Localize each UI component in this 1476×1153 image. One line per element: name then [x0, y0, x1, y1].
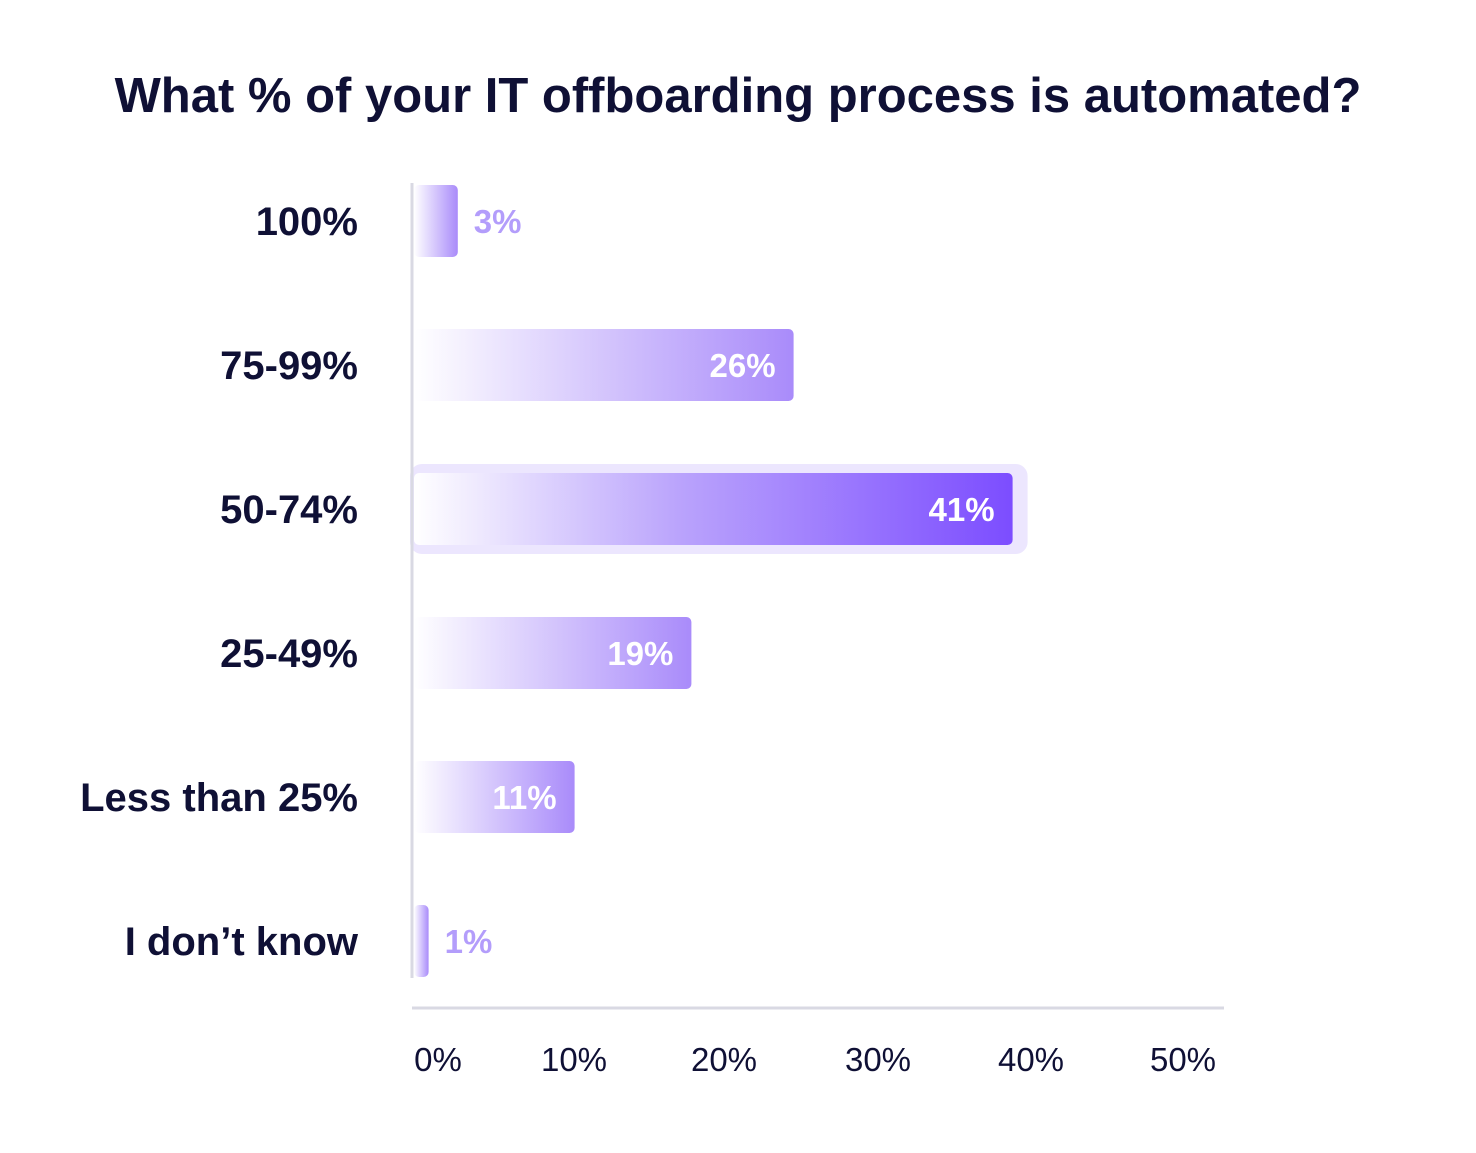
x-tick-label: 50% [1150, 1041, 1216, 1078]
bar [414, 761, 575, 833]
value-label: 26% [710, 347, 776, 384]
x-tick-label: 40% [998, 1041, 1064, 1078]
bars-group: 100% 3% 75-99% 26% 50-74% 41% 25-49% 19% Less th… [80, 185, 1028, 977]
x-tick-label: 10% [541, 1041, 607, 1078]
x-tick-label: 0% [414, 1041, 462, 1078]
value-label: 1% [445, 923, 493, 960]
category-label: 25-49% [220, 632, 358, 676]
category-label: 75-99% [220, 344, 358, 388]
category-label: 50-74% [220, 488, 358, 532]
value-label: 3% [474, 203, 522, 240]
x-tick-labels: 0% 10% 20% 30% 40% 50% [414, 1041, 1216, 1078]
bar [414, 185, 458, 257]
value-label: 41% [929, 491, 995, 528]
bar-highlighted [414, 473, 1013, 545]
value-label: 19% [607, 635, 673, 672]
bar [414, 905, 429, 977]
category-label: 100% [256, 200, 358, 244]
bar [414, 617, 692, 689]
value-label: 11% [492, 779, 556, 816]
x-tick-label: 30% [845, 1041, 911, 1078]
chart-title: What % of your IT offboarding process is… [115, 69, 1362, 123]
bar [414, 329, 794, 401]
x-tick-label: 20% [691, 1041, 757, 1078]
category-label: Less than 25% [80, 776, 358, 820]
category-label: I don’t know [125, 920, 359, 964]
